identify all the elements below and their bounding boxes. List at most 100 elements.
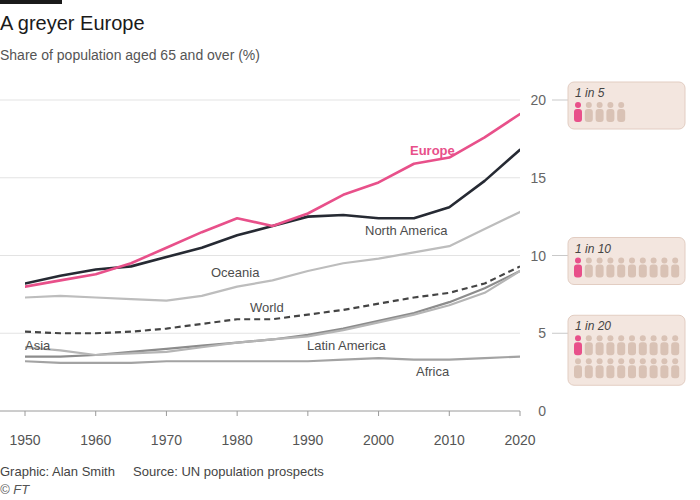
x-tick [378, 411, 379, 416]
series-label: Africa [416, 364, 450, 379]
series-label: Oceania [211, 265, 260, 280]
person-head [661, 335, 667, 341]
x-tick-label: 1970 [151, 432, 182, 448]
person-body [585, 365, 593, 378]
person-icon [660, 335, 668, 355]
series-label: North America [365, 223, 448, 238]
series-line [25, 271, 520, 355]
person-icon [574, 258, 582, 278]
person-icon [617, 258, 625, 278]
series-label: World [250, 300, 284, 315]
person-body [596, 265, 604, 278]
x-tick [237, 411, 238, 416]
person-icon [671, 358, 679, 378]
person-icon [606, 102, 614, 122]
person-head [575, 258, 581, 264]
people-group [574, 335, 679, 378]
annotation-label: 1 in 5 [575, 86, 605, 100]
annotation-connector [552, 333, 568, 334]
person-body [628, 342, 636, 355]
person-icon [585, 335, 593, 355]
person-icon [606, 258, 614, 278]
series-label: Europe [410, 143, 455, 158]
person-head [586, 358, 592, 364]
person-icon [671, 258, 679, 278]
person-icon [585, 358, 593, 378]
person-body [596, 109, 604, 122]
person-body [650, 265, 658, 278]
person-head [629, 358, 635, 364]
person-icon [585, 258, 593, 278]
person-body [628, 365, 636, 378]
person-head [607, 358, 613, 364]
person-head [607, 258, 613, 264]
person-head [661, 258, 667, 264]
people-group [574, 258, 679, 278]
y-tick-label: 5 [538, 325, 546, 341]
x-tick-label: 1950 [9, 432, 40, 448]
person-head [586, 258, 592, 264]
person-body [574, 365, 582, 378]
series-line [25, 271, 520, 357]
x-tick-label: 2000 [363, 432, 394, 448]
person-body [574, 342, 582, 355]
person-head [640, 258, 646, 264]
x-tick [95, 411, 96, 416]
series-line [25, 114, 520, 287]
person-icon [639, 335, 647, 355]
subtitle: Share of population aged 65 and over (%) [0, 47, 260, 63]
person-icon [628, 258, 636, 278]
person-head [597, 258, 603, 264]
person-body [639, 365, 647, 378]
series-label: Asia [25, 338, 51, 353]
person-body [596, 342, 604, 355]
person-icon [650, 258, 658, 278]
person-head [618, 102, 624, 108]
person-head [618, 335, 624, 341]
person-body [596, 365, 604, 378]
lines [25, 114, 520, 363]
person-head [597, 335, 603, 341]
annotation-label: 1 in 20 [575, 319, 611, 333]
person-body [606, 365, 614, 378]
series-label: Latin America [307, 338, 387, 353]
person-body [606, 342, 614, 355]
person-icon [574, 358, 582, 378]
person-icon [617, 358, 625, 378]
x-tick-label: 1980 [222, 432, 253, 448]
annotation-label: 1 in 10 [575, 242, 611, 256]
x-tick-label: 1960 [80, 432, 111, 448]
person-body [606, 265, 614, 278]
x-tick-label: 2010 [434, 432, 465, 448]
person-body [628, 265, 636, 278]
person-body [606, 109, 614, 122]
person-icon [596, 335, 604, 355]
person-icon [574, 335, 582, 355]
person-icon [628, 358, 636, 378]
x-tick [449, 411, 450, 416]
person-head [672, 358, 678, 364]
annotation-connector [552, 255, 568, 256]
person-body [585, 265, 593, 278]
credit: Graphic: Alan Smith [0, 464, 115, 479]
person-icon [574, 102, 582, 122]
person-head [575, 358, 581, 364]
person-icon [628, 335, 636, 355]
person-icon [671, 335, 679, 355]
x-tick [307, 411, 308, 416]
person-head [672, 335, 678, 341]
person-icon [617, 102, 625, 122]
series-line [25, 266, 520, 333]
y-tick-label: 10 [530, 248, 546, 264]
person-head [640, 335, 646, 341]
person-body [585, 342, 593, 355]
person-icon [660, 258, 668, 278]
person-body [660, 365, 668, 378]
person-body [671, 365, 679, 378]
chart: A greyer EuropeShare of population aged … [0, 0, 700, 500]
annotation-box [568, 238, 685, 285]
person-head [640, 358, 646, 364]
y-tick-label: 20 [530, 92, 546, 108]
person-body [639, 342, 647, 355]
person-body [617, 342, 625, 355]
